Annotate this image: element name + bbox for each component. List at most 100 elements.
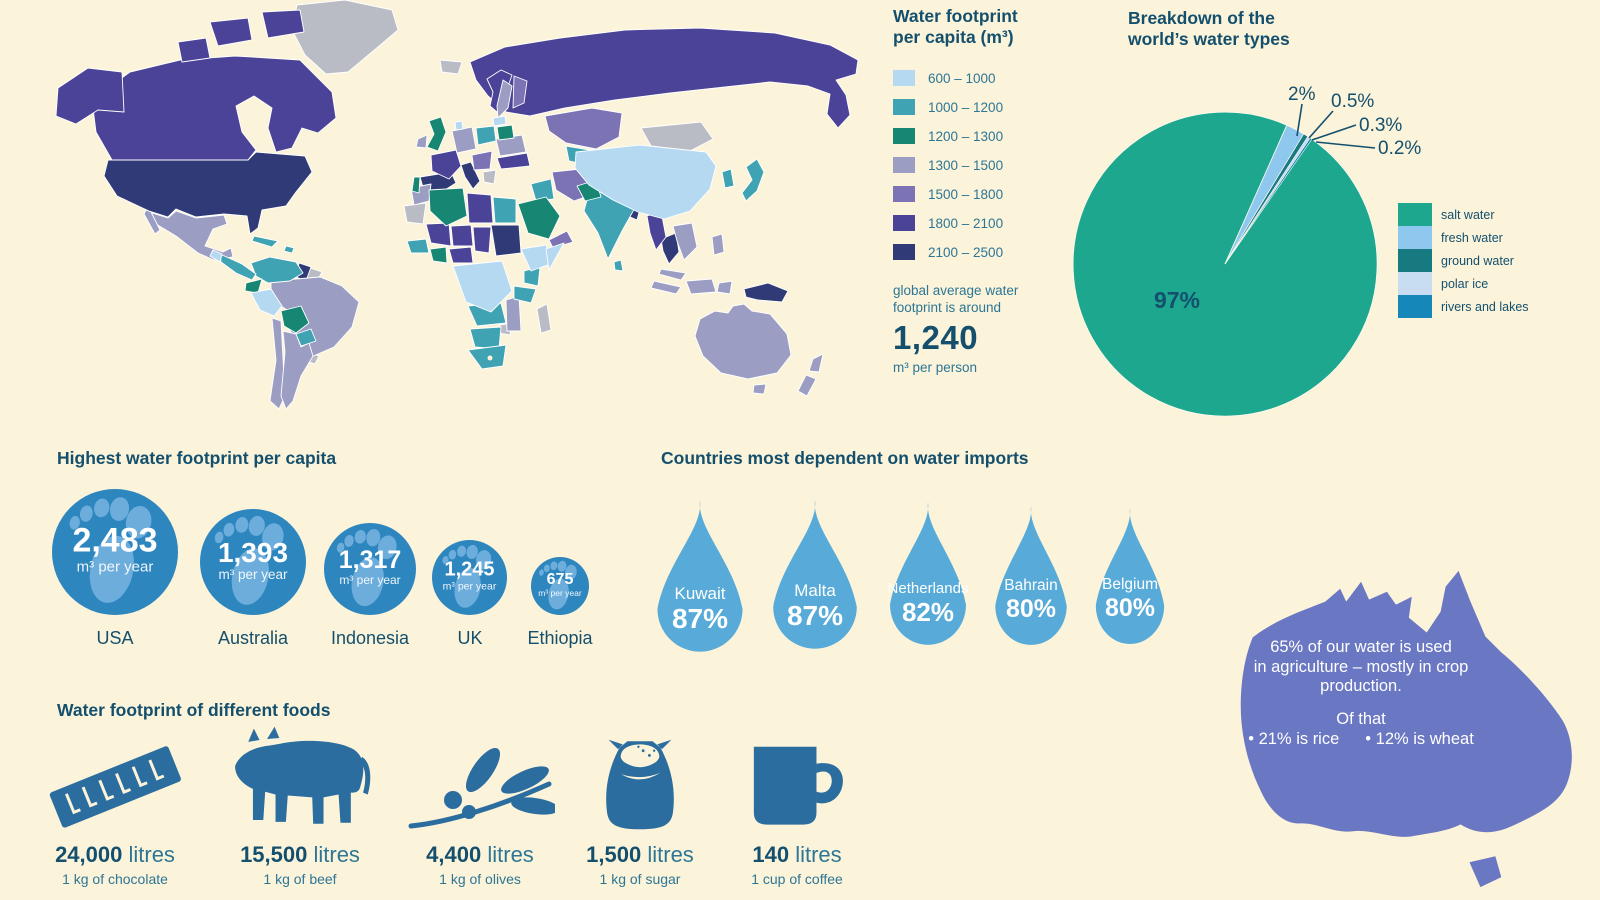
footprint-circle-indonesia: 1,317 m³ per year	[324, 523, 416, 615]
pie-legend-row: polar ice	[1398, 272, 1529, 295]
country-somalia	[545, 242, 565, 271]
country-greenland	[291, 0, 399, 75]
drop-country: Bahrain	[1004, 576, 1058, 594]
food-desc: 1 cup of coffee	[751, 871, 843, 887]
food-item-coffee: 140 litres 1 cup of coffee	[707, 722, 887, 887]
swatch-rivers-lakes	[1398, 295, 1432, 318]
country-mozambique	[505, 295, 522, 332]
country-cuba	[251, 235, 279, 248]
map-legend: Water footprint per capita (m³) 600 – 10…	[893, 6, 1093, 375]
import-drop-kuwait: Kuwait 87%	[644, 497, 756, 655]
drop-percent: 82%	[901, 597, 955, 628]
legend-swatch-1500-1800	[893, 186, 915, 202]
footprint-value: 1,393	[217, 536, 289, 568]
region-indochina	[672, 222, 698, 261]
swatch-fresh-water	[1398, 226, 1432, 249]
country-china	[574, 144, 717, 220]
food-litres-unit: litres	[647, 842, 694, 867]
footprint-circle-usa: 2,483 m³ per year	[52, 489, 178, 615]
pie-label-03pct: 0.3%	[1359, 115, 1402, 136]
country-thailand	[660, 232, 680, 265]
region-arctic-island-3	[177, 37, 211, 63]
country-mauritania	[403, 202, 427, 225]
country-sweden	[496, 79, 513, 119]
import-drop-netherlands: Netherlands 82%	[878, 499, 978, 648]
food-litres-unit: litres	[313, 842, 360, 867]
fact-line2: in agriculture – mostly in crop	[1253, 657, 1469, 676]
legend-range-label: 1000 – 1200	[928, 99, 1004, 115]
country-turkey	[496, 152, 531, 170]
food-desc: 1 kg of olives	[439, 871, 521, 887]
cow-icon	[210, 722, 390, 834]
food-value: 24,000 litres	[25, 842, 205, 868]
fact-bullet-rice: • 21% is rice	[1248, 730, 1340, 748]
region-balkans	[471, 150, 493, 171]
country-sudan	[490, 224, 522, 257]
pie-legend-row: fresh water	[1398, 226, 1529, 249]
footprint-icon	[324, 523, 416, 615]
footprint-value: 1,317	[338, 546, 402, 575]
pie-legend-label: salt water	[1441, 207, 1495, 222]
pie-title-line2: world’s water types	[1128, 29, 1290, 49]
australia-fact-text: 65% of our water is used in agriculture …	[1210, 638, 1512, 750]
pie-label-02pct: 0.2%	[1378, 138, 1421, 159]
country-philippines	[711, 233, 725, 256]
note-line1: global average water	[893, 283, 1019, 298]
pie-label-2pct: 2%	[1288, 84, 1316, 105]
food-item-sugar: 1,500 litres 1 kg of sugar	[550, 722, 730, 887]
region-colombia-venezuela	[250, 256, 304, 284]
map-legend-title-line2: per capita (m³)	[893, 27, 1014, 47]
pie-legend-row: rivers and lakes	[1398, 295, 1529, 318]
map-bucket-1300-1500	[143, 79, 824, 410]
global-average-note: global average water footprint is around	[893, 282, 1093, 316]
drop-country: Netherlands	[887, 580, 969, 598]
import-drop-belgium: Belgium 80%	[1085, 505, 1175, 647]
food-litres-unit: litres	[487, 842, 534, 867]
country-italy	[460, 161, 481, 190]
legend-swatch-1000-1200	[893, 99, 915, 115]
country-portugal	[411, 176, 421, 194]
country-chad	[472, 226, 492, 254]
pie-legend-label: rivers and lakes	[1441, 299, 1529, 314]
country-peru	[250, 288, 283, 317]
pie-label-05pct: 0.5%	[1331, 91, 1374, 112]
country-uk	[426, 116, 447, 152]
legend-row: 600 – 1000	[893, 70, 1093, 86]
country-finland	[512, 75, 528, 109]
country-kazakhstan	[544, 107, 623, 150]
country-canada	[91, 55, 337, 161]
country-iraq	[530, 178, 555, 202]
region-namibia-botswana	[469, 326, 502, 350]
legend-swatch-2100-2500	[893, 244, 915, 260]
food-litres-number: 4,400	[426, 842, 482, 867]
world-map	[55, 0, 859, 410]
country-japan	[741, 158, 765, 202]
food-litres-number: 1,500	[586, 842, 642, 867]
country-saudi-arabia	[517, 196, 561, 240]
legend-row: 1800 – 2100	[893, 215, 1093, 231]
drop-country: Kuwait	[674, 583, 726, 603]
region-sulawesi	[716, 280, 733, 295]
drop-percent: 80%	[1005, 594, 1057, 623]
footprint-value: 1,245	[444, 558, 495, 581]
legend-range-label: 2100 – 2500	[928, 244, 1004, 260]
swatch-polar-ice	[1398, 272, 1432, 295]
global-average-value: 1,240	[893, 319, 979, 356]
pie-slice-rivers-lakes	[1224, 137, 1313, 265]
footprint-unit: m³ per year	[538, 588, 582, 599]
callout-line-03pct	[1311, 124, 1357, 141]
country-mongolia	[640, 121, 714, 152]
footprint-icon	[52, 489, 178, 615]
legend-swatch-1200-1300	[893, 128, 915, 144]
footprint-icon	[200, 509, 306, 615]
lesotho-cutout	[487, 355, 493, 361]
map-legend-title: Water footprint per capita (m³)	[893, 6, 1093, 48]
pie-label-97pct: 97%	[1154, 287, 1200, 313]
region-baja	[143, 209, 161, 235]
legend-range-label: 1300 – 1500	[928, 157, 1004, 173]
water-drop-icon	[657, 500, 743, 652]
food-desc: 1 kg of beef	[263, 871, 337, 887]
food-litres-number: 24,000	[55, 842, 123, 867]
country-chile	[269, 317, 286, 410]
